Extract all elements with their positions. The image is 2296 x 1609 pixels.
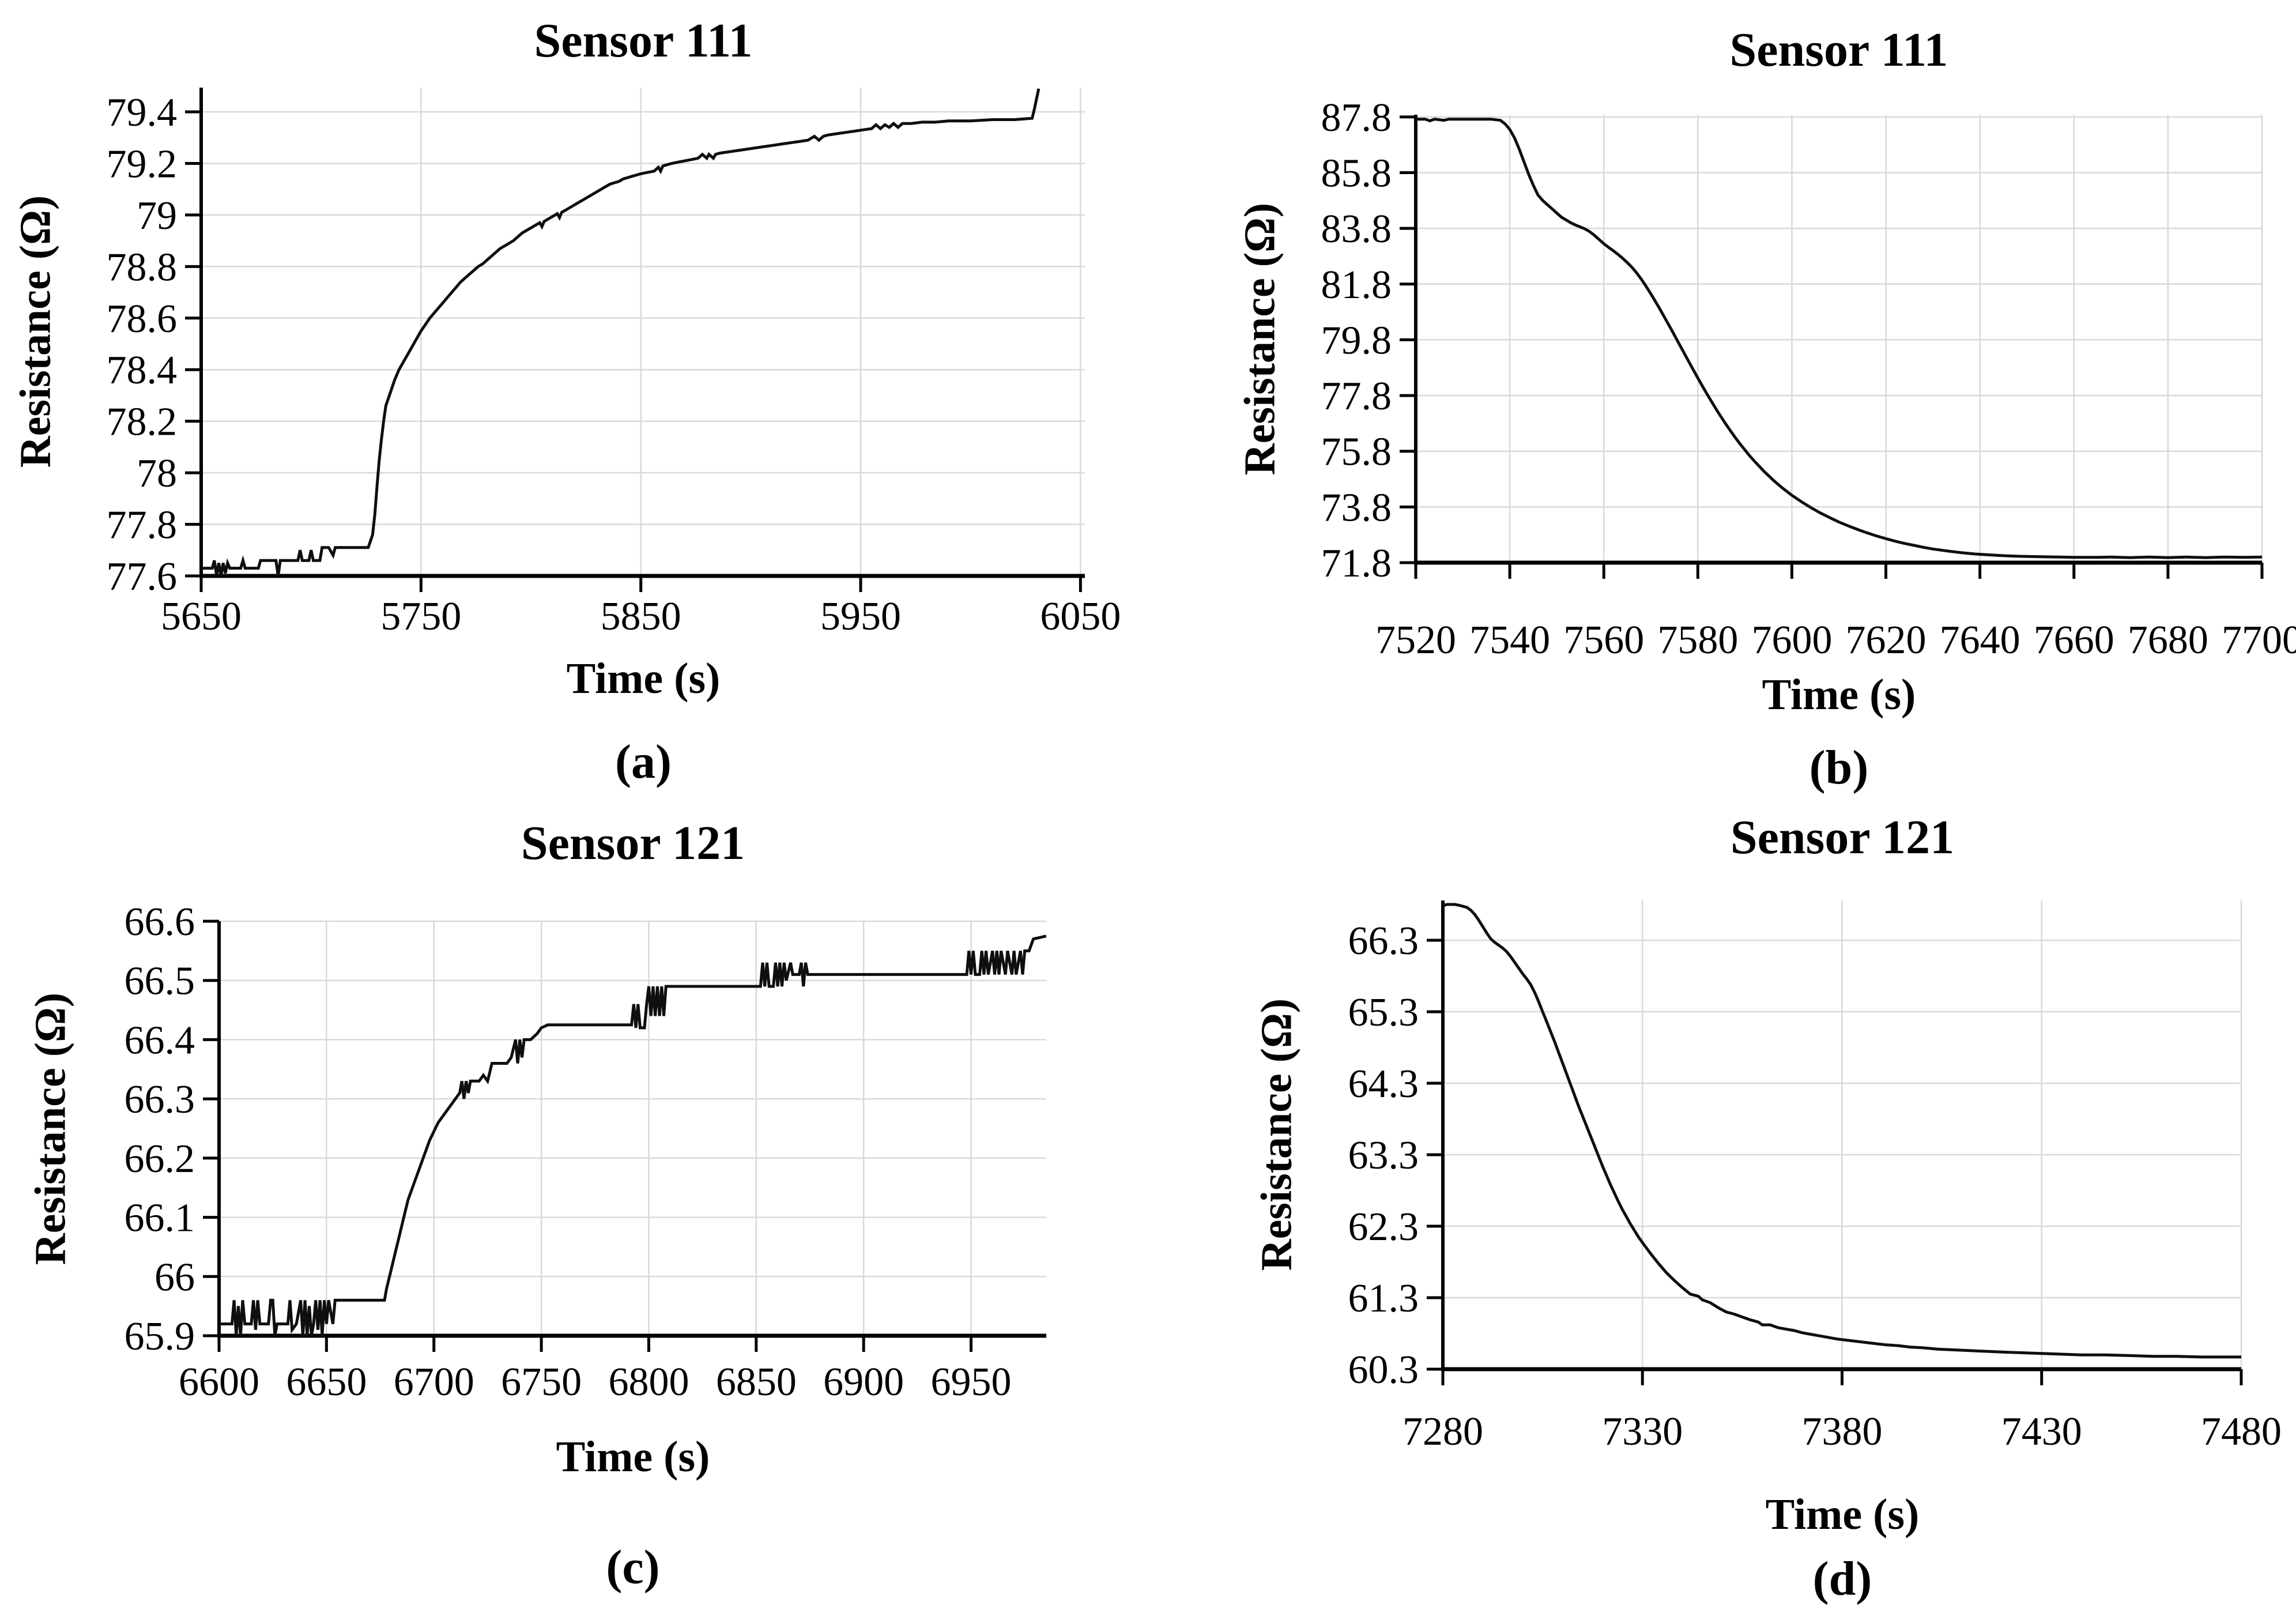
y-tick-label: 65.9 bbox=[125, 1314, 195, 1359]
y-tick-label: 83.8 bbox=[1321, 207, 1392, 251]
x-tick-label: 7480 bbox=[2201, 1410, 2282, 1454]
y-tick-label: 61.3 bbox=[1348, 1276, 1419, 1321]
x-tick-label: 5650 bbox=[161, 594, 242, 639]
chart-d-x-axis-label: Time (s) bbox=[1765, 1490, 1920, 1539]
y-tick-label: 79 bbox=[137, 194, 177, 238]
y-tick-label: 66.6 bbox=[125, 900, 195, 944]
x-tick-label: 6850 bbox=[716, 1360, 797, 1404]
chart-c-x-axis-label: Time (s) bbox=[556, 1433, 710, 1481]
chart-d-title: Sensor 121 bbox=[1730, 811, 1955, 864]
x-tick-label: 7540 bbox=[1469, 618, 1550, 662]
chart-c-caption: (c) bbox=[606, 1540, 660, 1594]
y-tick-label: 79.4 bbox=[107, 91, 178, 135]
chart-c-title: Sensor 121 bbox=[521, 816, 745, 870]
y-tick-label: 78.6 bbox=[107, 297, 178, 341]
chart-c: 6600 6650 6700 6750 6800 6850 6900 6950 65.9 66 66… bbox=[125, 900, 1046, 1404]
x-tick-label: 7600 bbox=[1751, 618, 1832, 662]
y-tick-label: 78 bbox=[137, 451, 177, 496]
x-tick-label: 7660 bbox=[2034, 618, 2114, 662]
y-tick-label: 79.2 bbox=[107, 142, 178, 186]
y-tick-label: 62.3 bbox=[1348, 1205, 1419, 1249]
x-tick-label: 7620 bbox=[1846, 618, 1926, 662]
x-tick-label: 7430 bbox=[2001, 1410, 2082, 1454]
y-tick-label: 77.6 bbox=[107, 555, 178, 599]
x-tick-label: 6700 bbox=[394, 1360, 474, 1404]
chart-c-y-axis-label: Resistance (Ω) bbox=[26, 992, 75, 1265]
series-line bbox=[219, 934, 1046, 1336]
x-tick-label: 7700 bbox=[2222, 618, 2296, 662]
x-tick-label: 7580 bbox=[1657, 618, 1738, 662]
series-line bbox=[201, 88, 1040, 576]
chart-d-y-axis-label: Resistance (Ω) bbox=[1252, 998, 1301, 1271]
y-tick-label: 77.8 bbox=[1321, 374, 1392, 419]
y-tick-label: 66.4 bbox=[125, 1018, 195, 1062]
series-line bbox=[1416, 118, 2262, 559]
x-tick-label: 7640 bbox=[1940, 618, 2020, 662]
x-tick-label: 5750 bbox=[380, 594, 461, 639]
y-tick-label: 71.8 bbox=[1321, 541, 1392, 586]
y-tick-label: 78.8 bbox=[107, 245, 178, 289]
x-tick-label: 7520 bbox=[1375, 618, 1456, 662]
y-tick-label: 85.8 bbox=[1321, 152, 1392, 196]
y-tick-label: 65.3 bbox=[1348, 990, 1419, 1035]
x-tick-label: 7280 bbox=[1403, 1410, 1483, 1454]
y-tick-label: 64.3 bbox=[1348, 1062, 1419, 1106]
x-tick-label: 6050 bbox=[1040, 594, 1121, 639]
chart-a-caption: (a) bbox=[615, 735, 672, 789]
chart-d-caption: (d) bbox=[1812, 1552, 1872, 1606]
chart-a-title: Sensor 111 bbox=[534, 14, 753, 67]
y-tick-label: 66.5 bbox=[125, 959, 195, 1004]
x-tick-label: 6950 bbox=[931, 1360, 1012, 1404]
y-tick-label: 66.3 bbox=[125, 1077, 195, 1122]
x-tick-label: 7560 bbox=[1563, 618, 1644, 662]
x-tick-label: 6900 bbox=[823, 1360, 904, 1404]
chart-d: 7280 7330 7380 7430 7480 60.3 61.3 62.3 63.3 64.3… bbox=[1348, 900, 2282, 1454]
chart-b: 7520 7540 7560 7580 7600 7620 7640 7660 7680 7700… bbox=[1321, 96, 2296, 662]
chart-b-y-axis-label: Resistance (Ω) bbox=[1235, 202, 1284, 476]
y-tick-label: 75.8 bbox=[1321, 430, 1392, 474]
series-line bbox=[1443, 903, 2241, 1359]
x-tick-label: 6800 bbox=[608, 1360, 689, 1404]
y-tick-label: 66 bbox=[154, 1255, 195, 1299]
y-tick-label: 60.3 bbox=[1348, 1348, 1419, 1392]
x-tick-label: 6600 bbox=[179, 1360, 259, 1404]
x-tick-label: 5950 bbox=[820, 594, 901, 639]
y-tick-label: 87.8 bbox=[1321, 96, 1392, 140]
y-tick-label: 77.8 bbox=[107, 503, 178, 548]
chart-a-x-axis-label: Time (s) bbox=[566, 654, 721, 703]
chart-a-y-axis-label: Resistance (Ω) bbox=[11, 195, 60, 468]
y-tick-label: 78.2 bbox=[107, 400, 178, 444]
chart-b-x-axis-label: Time (s) bbox=[1762, 670, 1916, 719]
y-tick-label: 79.8 bbox=[1321, 318, 1392, 363]
chart-b-caption: (b) bbox=[1809, 741, 1869, 794]
y-tick-label: 78.4 bbox=[107, 348, 178, 393]
y-tick-label: 63.3 bbox=[1348, 1133, 1419, 1178]
chart-a: 5650 5750 5850 5950 6050 77.6 77.8 78 78.2 78.4 78… bbox=[107, 88, 1121, 639]
x-tick-label: 5850 bbox=[601, 594, 681, 639]
y-tick-label: 73.8 bbox=[1321, 485, 1392, 530]
y-tick-label: 66.3 bbox=[1348, 919, 1419, 963]
y-tick-label: 66.1 bbox=[125, 1196, 195, 1241]
x-tick-label: 7380 bbox=[1802, 1410, 1883, 1454]
chart-b-title: Sensor 111 bbox=[1729, 23, 1948, 77]
x-tick-label: 7330 bbox=[1602, 1410, 1683, 1454]
y-tick-label: 66.2 bbox=[125, 1137, 195, 1181]
y-tick-label: 81.8 bbox=[1321, 263, 1392, 307]
x-tick-label: 6650 bbox=[286, 1360, 367, 1404]
x-tick-label: 7680 bbox=[2128, 618, 2208, 662]
x-tick-label: 6750 bbox=[501, 1360, 582, 1404]
